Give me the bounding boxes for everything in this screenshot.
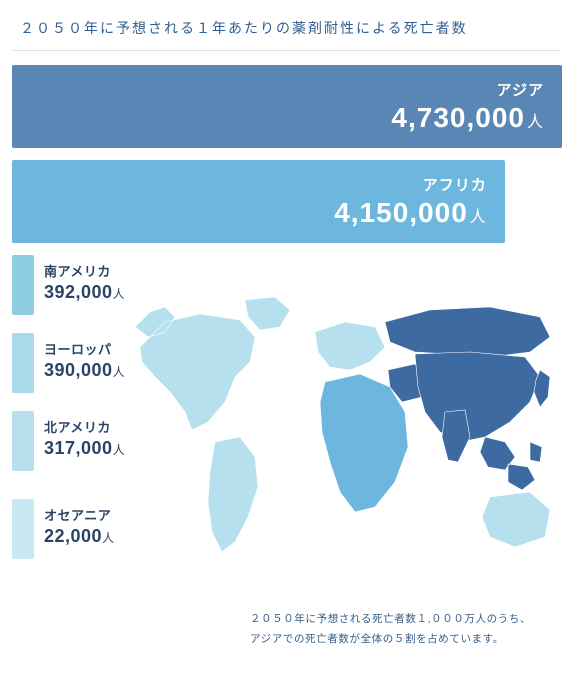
small-bar-value: 390,000人: [44, 360, 125, 381]
footnote: ２０５０年に予想される死亡者数１,０００万人のうち、 アジアでの死亡者数が全体の…: [250, 610, 560, 650]
small-bar-value-unit: 人: [113, 443, 126, 457]
small-bar-region: 北アメリカ: [44, 417, 125, 436]
small-bar-region: オセアニア: [44, 505, 115, 524]
small-bar-value-number: 317,000: [44, 438, 113, 458]
title-divider: [12, 50, 560, 51]
bar-value-number: 4,150,000: [334, 197, 468, 228]
small-bar-label: 南アメリカ 392,000人: [44, 255, 125, 303]
bar-europe: ヨーロッパ 390,000人: [12, 333, 572, 393]
small-bar-swatch: [12, 333, 34, 393]
bar-south-america: 南アメリカ 392,000人: [12, 255, 572, 315]
small-bar-value: 317,000人: [44, 438, 125, 459]
bar-value-number: 4,730,000: [391, 102, 525, 133]
small-bar-value-number: 392,000: [44, 282, 113, 302]
bar-oceania: オセアニア 22,000人: [12, 499, 572, 559]
bar-north-america: 北アメリカ 317,000人: [12, 411, 572, 471]
small-bar-label: ヨーロッパ 390,000人: [44, 333, 125, 381]
small-bar-swatch: [12, 255, 34, 315]
small-bar-swatch: [12, 411, 34, 471]
small-bar-label: 北アメリカ 317,000人: [44, 411, 125, 459]
bar-africa: アフリカ 4,150,000人: [12, 160, 505, 243]
bar-value: 4,150,000人: [30, 197, 487, 229]
small-bar-value-unit: 人: [113, 287, 126, 301]
small-bar-value: 22,000人: [44, 526, 115, 547]
small-bar-value-unit: 人: [102, 531, 115, 545]
bar-value-unit: 人: [527, 114, 544, 131]
bar-asia: アジア 4,730,000人: [12, 65, 562, 148]
small-bar-label: オセアニア 22,000人: [44, 499, 115, 547]
bar-region-label: アジア: [30, 79, 544, 100]
bar-value: 4,730,000人: [30, 102, 544, 134]
small-bar-value-number: 390,000: [44, 360, 113, 380]
small-bar-value-unit: 人: [113, 365, 126, 379]
small-bar-region: ヨーロッパ: [44, 339, 125, 358]
small-bar-swatch: [12, 499, 34, 559]
small-bar-region: 南アメリカ: [44, 261, 125, 280]
page-title: ２０５０年に予想される１年あたりの薬剤耐性による死亡者数: [0, 0, 572, 50]
footnote-line: アジアでの死亡者数が全体の５割を占めています。: [250, 630, 560, 650]
bar-value-unit: 人: [470, 209, 487, 226]
bar-region-label: アフリカ: [30, 174, 487, 195]
footnote-line: ２０５０年に予想される死亡者数１,０００万人のうち、: [250, 610, 560, 630]
small-bar-value-number: 22,000: [44, 526, 102, 546]
small-bar-value: 392,000人: [44, 282, 125, 303]
